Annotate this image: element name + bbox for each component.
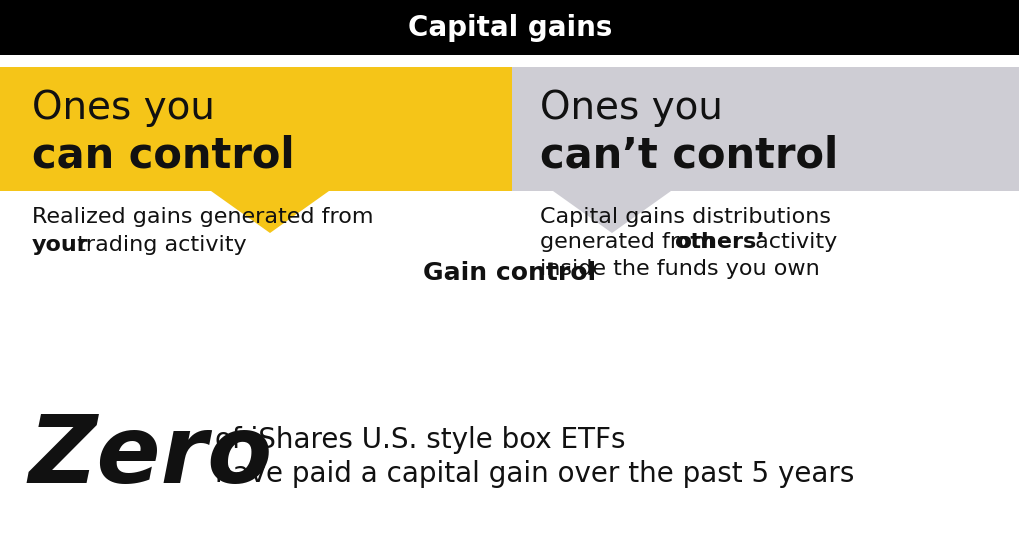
- Text: of iShares U.S. style box ETFs: of iShares U.S. style box ETFs: [215, 426, 625, 454]
- Bar: [512, 67, 1019, 191]
- Text: Capital gains distributions: Capital gains distributions: [539, 207, 830, 227]
- Text: Zero: Zero: [28, 411, 272, 503]
- Text: can control: can control: [32, 135, 294, 177]
- Text: have paid a capital gain over the past 5 years: have paid a capital gain over the past 5…: [215, 460, 854, 488]
- Text: your: your: [32, 235, 89, 255]
- Text: trading activity: trading activity: [70, 235, 247, 255]
- Text: Capital gains: Capital gains: [408, 13, 611, 41]
- Text: Ones you: Ones you: [32, 89, 215, 127]
- Polygon shape: [211, 191, 329, 233]
- Text: Gain control: Gain control: [423, 261, 596, 285]
- Polygon shape: [552, 191, 671, 233]
- Text: Realized gains generated from: Realized gains generated from: [32, 207, 373, 227]
- Text: inside the funds you own: inside the funds you own: [539, 259, 819, 279]
- Text: activity: activity: [748, 232, 837, 252]
- Bar: [0, 0, 1019, 55]
- Text: others’: others’: [675, 232, 764, 252]
- Text: Ones you: Ones you: [539, 89, 722, 127]
- Text: generated from: generated from: [539, 232, 720, 252]
- Text: can’t control: can’t control: [539, 135, 838, 177]
- Bar: [0, 67, 512, 191]
